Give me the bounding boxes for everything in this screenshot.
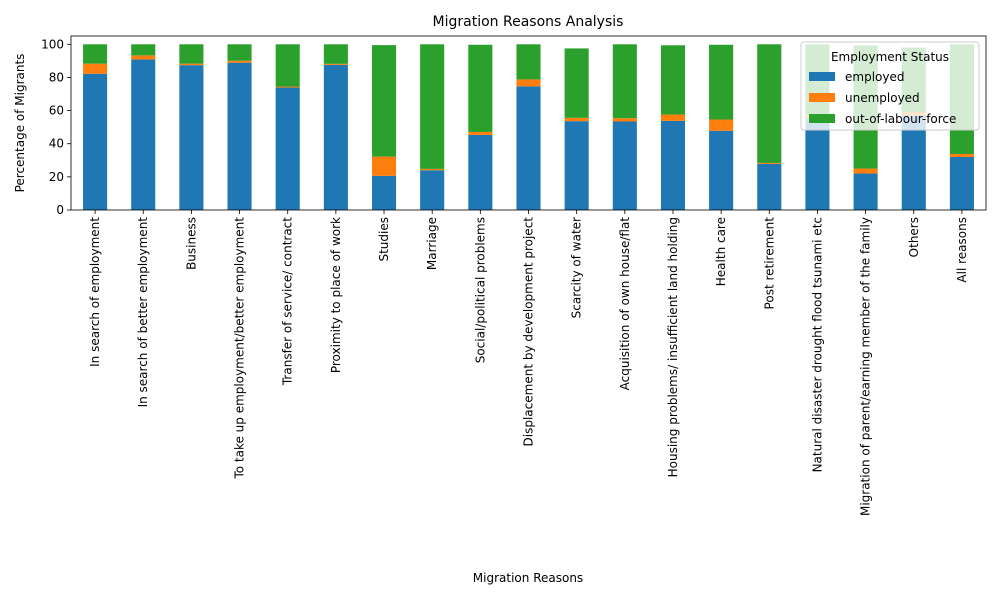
bar-unemployed-10 [564, 117, 589, 122]
bar-out-of-labour-force-6 [371, 45, 397, 157]
x-tick-label-8: Social/political problems [473, 217, 487, 363]
y-tick-label-2: 40 [49, 137, 64, 151]
bar-employed-7 [420, 170, 445, 210]
bar-unemployed-12 [660, 114, 686, 121]
y-axis-label: Percentage of Migrants [13, 54, 27, 193]
legend-swatch-employed [809, 72, 835, 81]
bar-out-of-labour-force-5 [323, 44, 348, 64]
bar-employed-8 [468, 134, 493, 210]
bar-unemployed-9 [516, 79, 541, 87]
legend-swatch-unemployed [809, 93, 835, 102]
x-tick-label-13: Health care [714, 217, 728, 286]
bar-out-of-labour-force-7 [420, 44, 445, 169]
x-tick-label-5: Proximity to place of work [329, 217, 343, 373]
bar-employed-16 [853, 173, 878, 210]
bar-unemployed-6 [371, 156, 397, 176]
x-tick-label-2: Business [184, 217, 198, 270]
legend-label-out-of-labour-force: out-of-labour-force [845, 112, 956, 126]
legend-box [800, 41, 980, 131]
x-tick-label-17: Others [907, 217, 921, 257]
bar-out-of-labour-force-11 [612, 44, 637, 119]
legend-title: Employment Status [831, 50, 949, 64]
bar-unemployed-2 [179, 63, 204, 66]
bar-employed-13 [709, 130, 734, 210]
x-tick-label-9: Displacement by development project [522, 217, 536, 447]
bar-out-of-labour-force-12 [660, 45, 686, 115]
x-tick-label-10: Scarcity of water [570, 217, 584, 318]
bar-employed-9 [516, 86, 541, 210]
legend: Employment Status employed unemployed out-o… [800, 41, 980, 131]
x-tick-label-0: In search of employment [88, 217, 102, 367]
bar-unemployed-7 [420, 168, 445, 171]
bar-unemployed-8 [468, 131, 493, 135]
y-tick-label-1: 20 [49, 170, 64, 184]
bar-employed-12 [660, 120, 686, 210]
bar-employed-3 [227, 62, 252, 211]
y-tick-label-4: 80 [49, 70, 64, 84]
legend-label-employed: employed [845, 70, 904, 84]
bar-out-of-labour-force-4 [275, 44, 300, 87]
bar-out-of-labour-force-8 [468, 44, 493, 132]
legend-swatch-out-of-labour-force [809, 114, 835, 123]
x-tick-label-15: Natural disaster drought flood tsunami e… [810, 217, 824, 472]
bar-employed-10 [564, 121, 589, 210]
bar-out-of-labour-force-9 [516, 44, 541, 80]
bar-out-of-labour-force-1 [131, 44, 156, 56]
bar-employed-4 [275, 87, 300, 210]
y-tick-label-5: 100 [41, 37, 64, 51]
bar-employed-0 [83, 73, 108, 210]
bar-unemployed-3 [227, 60, 252, 63]
chart-title: Migration Reasons Analysis [433, 14, 624, 30]
x-tick-label-4: Transfer of service/ contract [281, 217, 295, 386]
x-tick-label-14: Post retirement [762, 217, 776, 310]
x-tick-label-7: Marriage [425, 217, 439, 270]
bar-employed-17 [901, 115, 926, 210]
x-tick-label-11: Acquisition of own house/flat [618, 217, 632, 391]
bar-employed-5 [323, 64, 348, 210]
x-tick-label-18: All reasons [955, 217, 969, 283]
bar-unemployed-18 [949, 153, 974, 157]
bar-out-of-labour-force-2 [179, 44, 204, 64]
bar-out-of-labour-force-10 [564, 48, 589, 118]
plot-area: 0 20 40 60 80 100 In search of employment In se… [41, 35, 987, 516]
bar-unemployed-11 [612, 118, 637, 122]
bar-unemployed-13 [709, 119, 734, 131]
x-tick-label-6: Studies [377, 217, 391, 262]
x-axis-label: Migration Reasons [473, 571, 583, 585]
bar-employed-14 [757, 163, 782, 210]
y-tick-label-3: 60 [49, 104, 64, 118]
bar-out-of-labour-force-3 [227, 44, 252, 61]
x-tick-label-12: Housing problems/ insufficient land hold… [666, 217, 680, 477]
y-tick-label-0: 0 [56, 203, 64, 217]
bar-unemployed-4 [275, 86, 300, 88]
x-tick-label-3: To take up employment/better employment [233, 217, 247, 480]
bar-out-of-labour-force-14 [757, 44, 782, 163]
x-tick-label-1: In search of better employment [136, 217, 150, 408]
bar-unemployed-5 [323, 63, 348, 65]
bar-unemployed-16 [853, 168, 878, 174]
bar-out-of-labour-force-0 [83, 44, 108, 64]
bar-employed-15 [805, 118, 830, 210]
legend-label-unemployed: unemployed [845, 91, 920, 105]
bar-employed-11 [612, 121, 637, 210]
bar-unemployed-1 [131, 55, 156, 60]
x-tick-label-16: Migration of parent/earning member of th… [859, 217, 873, 516]
bar-employed-18 [949, 156, 974, 210]
bar-unemployed-14 [757, 162, 782, 164]
bar-out-of-labour-force-13 [709, 44, 734, 120]
bar-employed-2 [179, 65, 204, 210]
bar-employed-6 [371, 175, 397, 210]
bar-employed-1 [131, 59, 156, 210]
bar-unemployed-0 [83, 63, 108, 74]
